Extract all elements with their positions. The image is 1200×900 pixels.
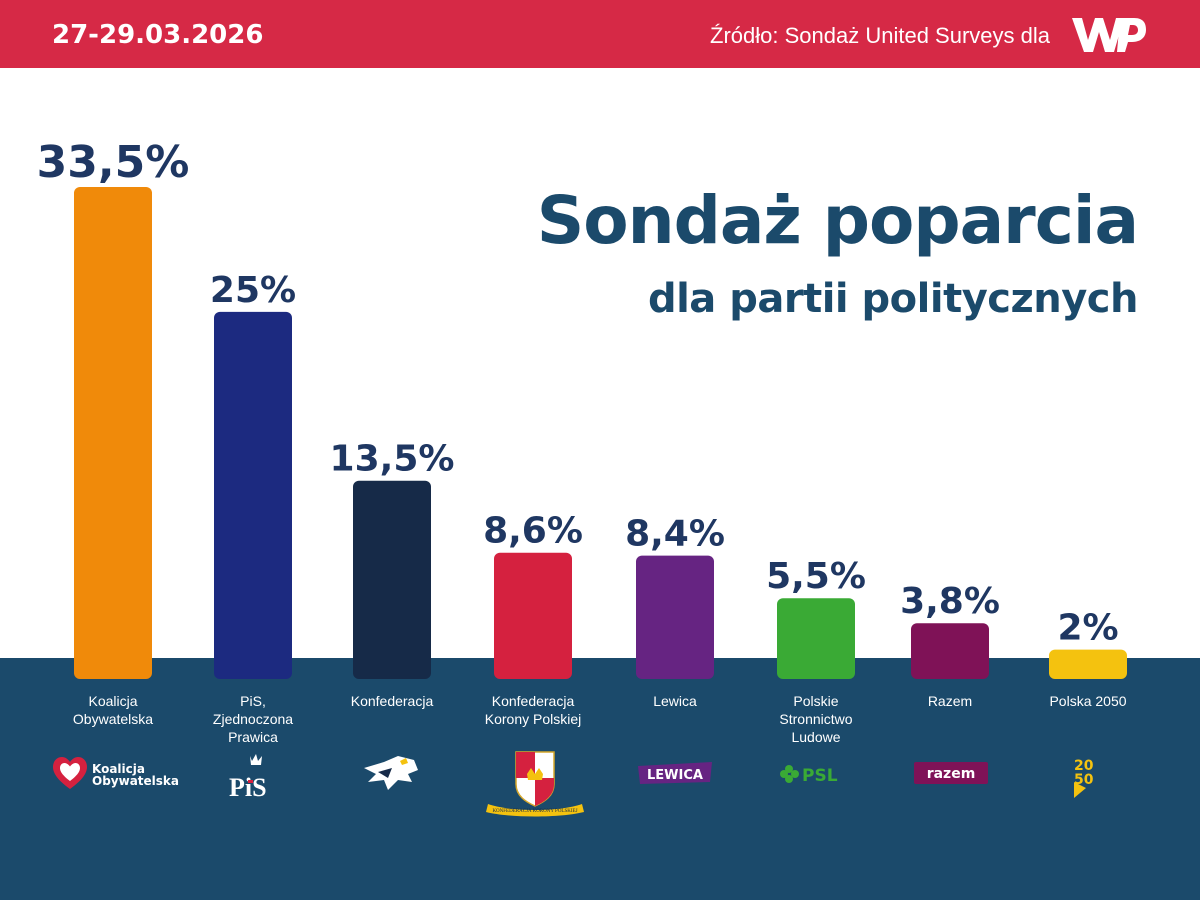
survey-date: 27-29.03.2026 (52, 20, 264, 50)
category-label-2: PiS, Zjednoczona Prawica (183, 692, 323, 746)
value-label-4: 8,6% (483, 511, 583, 552)
korona-crest-icon: KONFEDERACJA KORONY POLSKIEJ (480, 748, 590, 818)
bar-1 (74, 187, 152, 679)
category-label-line: Koalicja (88, 693, 138, 709)
category-label-line: Prawica (228, 729, 278, 745)
psl-clover-icon: PSL (780, 762, 850, 786)
wp-logo-icon (1068, 12, 1148, 56)
value-label-5: 8,4% (625, 514, 725, 555)
category-label-line: Polska 2050 (1049, 693, 1127, 709)
value-label-6: 5,5% (766, 556, 866, 597)
source-text: Źródło: Sondaż United Surveys dla (710, 23, 1050, 48)
bar-6 (777, 598, 855, 679)
koalicja-logo-text-1: Koalicja (92, 762, 145, 776)
svg-text:50: 50 (1074, 772, 1094, 788)
bottom-band (0, 658, 1200, 900)
category-label-line: Konfederacja (350, 693, 434, 709)
category-label-line: Lewica (653, 693, 697, 709)
koalicja-obywatelska-logo-icon: Koalicja Obywatelska (52, 756, 182, 792)
bar-7 (911, 623, 989, 679)
razem-logo-text: razem (927, 766, 976, 782)
bar-8 (1049, 649, 1127, 679)
chart-title: Sondaż poparcia (536, 182, 1139, 259)
razem-logo-icon: razem (912, 760, 990, 786)
psl-logo-text: PSL (802, 766, 838, 786)
value-label-2: 25% (210, 270, 296, 311)
category-label-8: Polska 2050 (1018, 692, 1158, 710)
category-label-6: Polskie Stronnictwo Ludowe (746, 692, 886, 746)
koalicja-logo-text-2: Obywatelska (92, 774, 179, 788)
bar-5 (636, 555, 714, 679)
lewica-logo-icon: LEWICA (636, 760, 714, 786)
polska-2050-logo-icon: 20 50 (1070, 752, 1106, 800)
svg-text:20: 20 (1074, 758, 1094, 774)
category-label-3: Konfederacja (322, 692, 462, 710)
pis-logo-text: PiS (229, 773, 267, 802)
category-label-line: Stronnictwo (779, 711, 853, 727)
konfederacja-eagle-icon (362, 752, 420, 794)
category-label-4: Konfederacja Korony Polskiej (463, 692, 603, 728)
category-label-line: PiS, (240, 693, 266, 709)
pis-logo-icon: PiS (226, 752, 278, 802)
category-label-line: Obywatelska (72, 711, 154, 727)
category-label-7: Razem (880, 692, 1020, 710)
bar-2 (214, 311, 292, 679)
value-label-7: 3,8% (900, 581, 1000, 622)
category-label-line: Korony Polskiej (484, 711, 582, 727)
category-label-line: Ludowe (791, 729, 841, 745)
category-label-line: Razem (927, 693, 973, 709)
bar-3 (353, 480, 431, 679)
top-banner: 27-29.03.2026 Źródło: Sondaż United Surv… (0, 0, 1200, 68)
korona-crest-text: KONFEDERACJA KORONY POLSKIEJ (492, 809, 577, 814)
lewica-logo-text: LEWICA (647, 768, 703, 783)
value-label-3: 13,5% (330, 439, 455, 480)
category-label-1: Koalicja Obywatelska (43, 692, 183, 728)
value-label-8: 2% (1057, 608, 1118, 649)
category-label-line: Konfederacja (491, 693, 575, 709)
chart-subtitle: dla partii politycznych (647, 276, 1139, 322)
category-label-line: Zjednoczona (212, 711, 294, 727)
bar-4 (494, 552, 572, 679)
category-label-line: Polskie (793, 693, 839, 709)
value-label-1: 33,5% (37, 137, 190, 188)
category-label-5: Lewica (605, 692, 745, 710)
